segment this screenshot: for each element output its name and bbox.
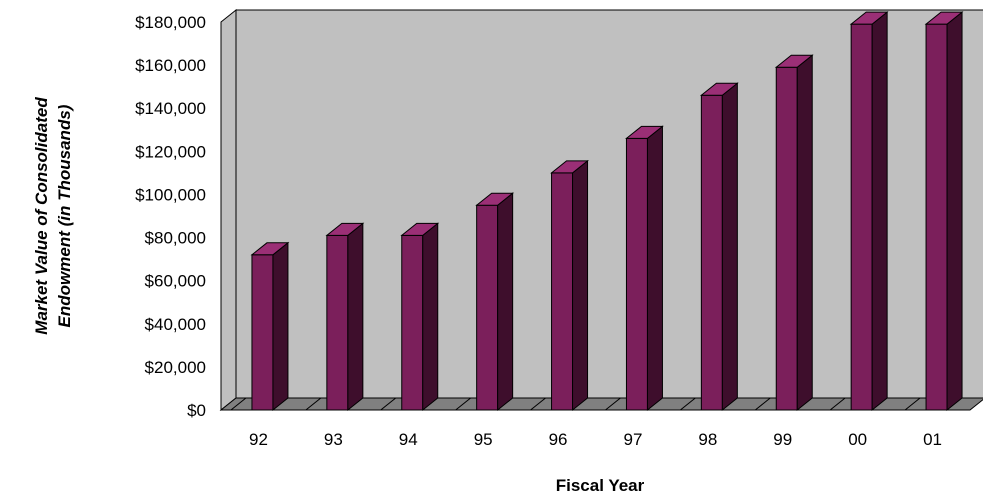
bar-top-face xyxy=(699,82,739,96)
y-tick-label: $140,000 xyxy=(135,99,206,118)
y-axis-title-line-2: Endowment (in Thousands) xyxy=(55,104,74,327)
y-tick-label: $120,000 xyxy=(135,142,206,161)
x-tick-label: 95 xyxy=(474,430,493,449)
bar-top-face xyxy=(849,11,889,25)
x-tick-label: 94 xyxy=(399,430,418,449)
bar-side-face xyxy=(946,11,963,412)
bar-side-face xyxy=(572,159,589,412)
bar-side-face xyxy=(721,82,738,412)
bar xyxy=(924,11,964,412)
x-tick-label: 96 xyxy=(549,430,568,449)
y-tick-label: $20,000 xyxy=(145,358,206,377)
bar xyxy=(400,222,440,412)
bar-front-face xyxy=(401,234,424,411)
x-tick-label: 01 xyxy=(923,430,942,449)
bar xyxy=(849,11,889,412)
bar-front-face xyxy=(326,234,349,411)
bar xyxy=(774,54,814,412)
bar-top-face xyxy=(475,192,515,206)
y-tick-label: $40,000 xyxy=(145,315,206,334)
bar xyxy=(325,222,365,412)
x-tick-label: 99 xyxy=(773,430,792,449)
bar xyxy=(699,82,739,412)
bar-top-face xyxy=(625,125,664,139)
x-tick-label: 97 xyxy=(623,430,642,449)
bar-front-face xyxy=(775,66,798,411)
bar-side-face xyxy=(272,241,289,412)
bar-front-face xyxy=(251,254,274,411)
y-axis-tick-labels: $0 $20,000 $40,000 $60,000 $80,000 $100,000 $1… xyxy=(135,13,206,420)
bar-top-face xyxy=(400,222,440,236)
y-tick-label: $80,000 xyxy=(145,229,206,248)
y-axis-title-line-1: Market Value of Consolidated xyxy=(32,97,51,335)
x-tick-label: 00 xyxy=(848,430,867,449)
x-tick-label: 92 xyxy=(249,430,268,449)
bar-top-face xyxy=(774,54,814,68)
x-tick-label: 93 xyxy=(324,430,343,449)
bar-front-face xyxy=(700,94,723,411)
y-tick-label: $100,000 xyxy=(135,185,206,204)
y-tick-label: $60,000 xyxy=(145,272,206,291)
bar-top-face xyxy=(250,242,290,256)
bar xyxy=(475,192,515,412)
bar-side-face xyxy=(347,222,364,412)
bar-top-face xyxy=(550,160,589,174)
bar-top-face xyxy=(325,222,365,236)
bar-side-face xyxy=(871,11,888,412)
y-axis-title: Market Value of Consolidated Endowment (… xyxy=(32,97,74,335)
bar-side-face xyxy=(646,125,663,412)
bar-side-face xyxy=(497,192,514,412)
bar-side-face xyxy=(422,222,439,412)
bar-front-face xyxy=(925,23,948,411)
bar-front-face xyxy=(476,204,499,411)
bar xyxy=(550,159,589,412)
x-axis-title: Fiscal Year xyxy=(556,476,645,493)
y-tick-label: $0 xyxy=(187,401,206,420)
y-tick-label: $160,000 xyxy=(135,56,206,75)
bar-front-face xyxy=(625,137,648,411)
bars xyxy=(250,11,964,412)
bar-side-face xyxy=(796,54,813,412)
bar xyxy=(250,241,290,412)
bar xyxy=(625,125,664,412)
plot-side-wall xyxy=(220,8,237,412)
bar-top-face xyxy=(924,11,964,25)
x-axis-tick-labels: 92 93 94 95 96 97 98 99 00 01 xyxy=(249,430,942,449)
bar-front-face xyxy=(850,23,873,411)
x-tick-label: 98 xyxy=(698,430,717,449)
y-tick-label: $180,000 xyxy=(135,13,206,32)
bar-front-face xyxy=(551,172,574,411)
